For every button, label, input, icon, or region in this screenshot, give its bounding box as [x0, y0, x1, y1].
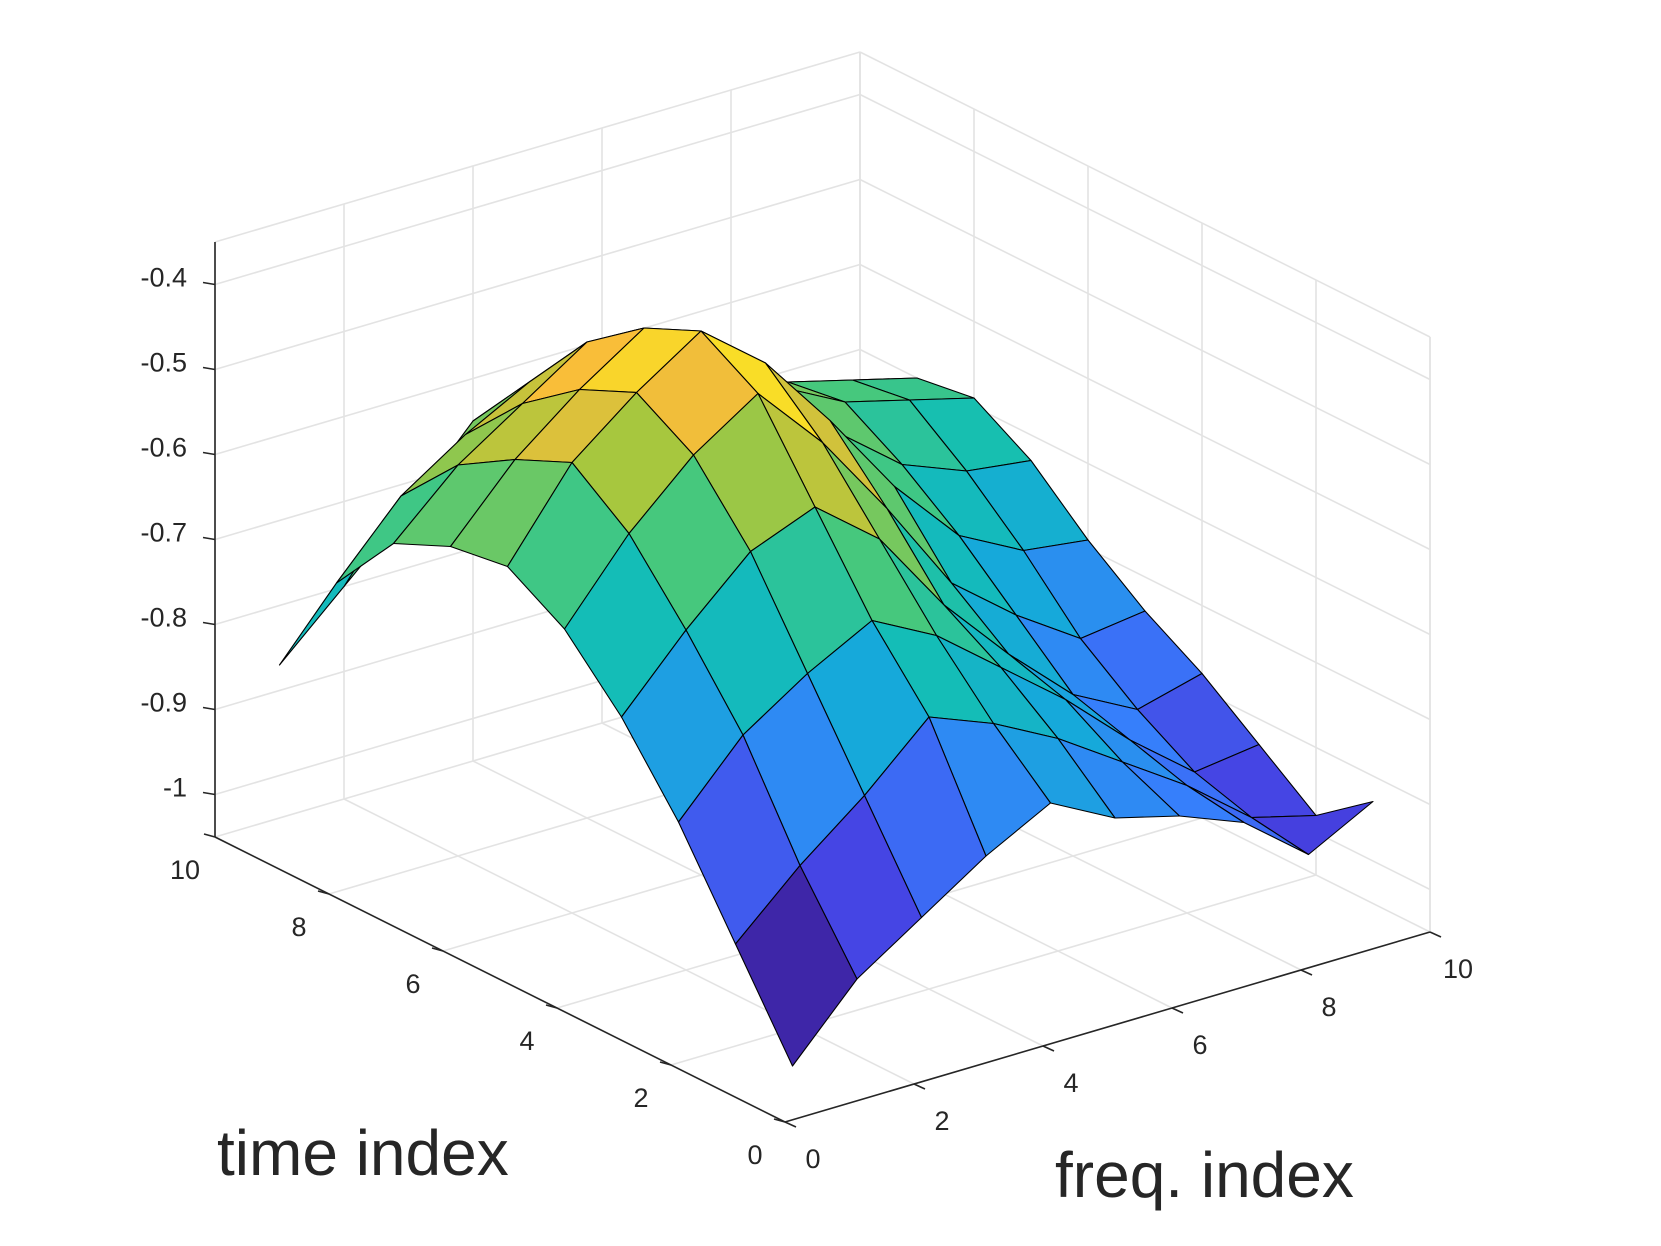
- x-tick-label: 6: [1192, 1030, 1207, 1060]
- z-tick-label: -1: [163, 773, 187, 803]
- x-tick-label: 0: [805, 1144, 820, 1174]
- y-tick-label: 8: [291, 912, 306, 942]
- y-tick-label: 0: [747, 1140, 762, 1170]
- z-tick-label: -0.7: [140, 518, 187, 548]
- box-edge: [859, 51, 1431, 338]
- x-axis-title: freq. index: [1055, 1139, 1354, 1211]
- x-tick-label: 4: [1063, 1068, 1078, 1098]
- y-axis-line: [214, 836, 786, 1123]
- y-tick-mark: [203, 833, 216, 838]
- y-tick-mark: [773, 1118, 786, 1123]
- x-axis-line: [784, 931, 1431, 1123]
- z-tick-mark: [202, 451, 216, 456]
- x-tick-label: 10: [1443, 954, 1473, 984]
- z-tick-mark: [202, 536, 216, 541]
- x-tick-mark: [1300, 969, 1313, 976]
- wall-grid-line: [214, 178, 861, 371]
- y-tick-label: 6: [405, 969, 420, 999]
- wall-grid-line: [859, 93, 1431, 381]
- y-tick-mark: [659, 1061, 672, 1066]
- z-tick-mark: [202, 706, 216, 711]
- z-tick-mark: [202, 621, 216, 626]
- y-tick-mark: [545, 1004, 558, 1009]
- z-tick-mark: [202, 366, 216, 371]
- y-tick-label: 10: [170, 855, 200, 885]
- y-tick-mark: [317, 890, 330, 895]
- floor-grid-line: [343, 798, 915, 1085]
- x-tick-mark: [1429, 931, 1442, 938]
- z-tick-label: -0.4: [140, 263, 187, 293]
- z-tick-label: -0.5: [140, 348, 187, 378]
- wall-grid-line: [214, 93, 861, 286]
- wall-grid-line: [214, 263, 861, 456]
- x-tick-mark: [913, 1083, 926, 1090]
- x-tick-mark: [1171, 1007, 1184, 1014]
- y-tick-label: 4: [519, 1026, 534, 1056]
- x-tick-label: 2: [934, 1106, 949, 1136]
- y-tick-label: 2: [633, 1083, 648, 1113]
- z-tick-label: -0.8: [140, 603, 187, 633]
- axes: [202, 242, 1442, 1128]
- z-tick-mark: [202, 791, 216, 796]
- wall-grid-line: [859, 178, 1431, 466]
- z-tick-mark: [202, 281, 216, 286]
- box-edge: [214, 51, 861, 243]
- surface: [278, 327, 1374, 1067]
- x-tick-label: 8: [1321, 992, 1336, 1022]
- tick-labels: 0 2 4 6 8 10 0 2 4 6 8 10 -1 -0.9 -0.8 -0.7 -0.6 -0.5 -0.4: [140, 263, 1473, 1175]
- wall-grid-line: [859, 263, 1431, 551]
- z-tick-label: -0.6: [140, 433, 187, 463]
- y-tick-mark: [431, 947, 444, 952]
- x-tick-mark: [1042, 1045, 1055, 1052]
- surface-patch: [734, 864, 858, 1067]
- z-tick-label: -0.9: [140, 688, 187, 718]
- y-axis-title: time index: [217, 1117, 509, 1189]
- x-tick-mark: [784, 1121, 797, 1128]
